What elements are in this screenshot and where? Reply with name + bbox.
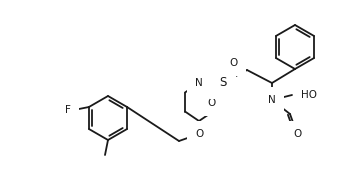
Text: O: O	[230, 58, 238, 68]
Text: O: O	[294, 129, 302, 139]
Text: S: S	[219, 76, 227, 89]
Text: N: N	[268, 95, 276, 105]
Text: O: O	[195, 129, 203, 139]
Text: N: N	[195, 78, 203, 88]
Text: F: F	[65, 105, 71, 115]
Text: O: O	[208, 98, 216, 108]
Text: HO: HO	[301, 90, 317, 100]
